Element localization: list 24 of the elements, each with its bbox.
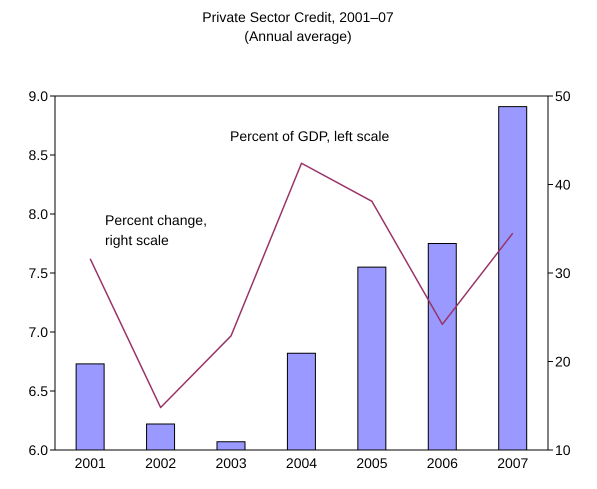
y2-tick-label: 10 xyxy=(555,442,571,458)
y-tick-label: 8.0 xyxy=(28,206,48,222)
line-series xyxy=(89,162,514,408)
x-tick-label: 2001 xyxy=(74,454,106,471)
y-tick-label: 6.5 xyxy=(28,382,48,399)
y2-tick-label: 40 xyxy=(555,176,571,192)
annotation: Percent of GDP, left scale xyxy=(230,127,390,146)
chart-title: Private Sector Credit, 2001–07 xyxy=(201,8,395,27)
x-tick-label: 2002 xyxy=(145,454,176,471)
x-tick-label: 2007 xyxy=(497,454,529,471)
y2-tick-label: 20 xyxy=(555,353,571,370)
y-tick-label: 7.0 xyxy=(28,324,48,340)
annotation: Percent change, right scale xyxy=(105,211,208,250)
x-tick-label: 2006 xyxy=(426,454,458,471)
y-tick-label: 6.0 xyxy=(28,442,48,458)
y-tick-label: 7.5 xyxy=(28,264,48,281)
x-tick-label: 2004 xyxy=(286,454,318,471)
x-tick-label: 2003 xyxy=(215,454,247,471)
chart-subtitle: (Annual average) xyxy=(243,27,353,46)
y2-tick-label: 30 xyxy=(555,264,571,281)
y-tick-label: 8.5 xyxy=(28,146,48,163)
y2-tick-label: 50 xyxy=(555,88,571,104)
x-tick-label: 2005 xyxy=(356,454,388,471)
y-tick-label: 9.0 xyxy=(28,88,48,104)
